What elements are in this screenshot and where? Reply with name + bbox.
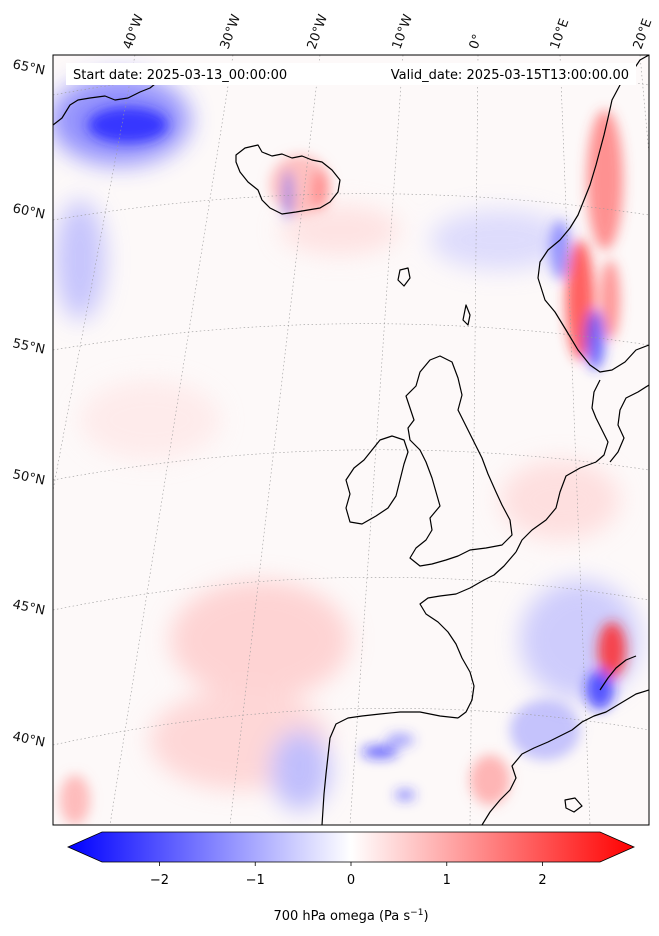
colorbar-gradient <box>67 831 635 863</box>
lon-label-30w: 30°W <box>218 12 244 51</box>
north-sea-continental-coast <box>515 461 597 553</box>
lon-label-20e: 20°E <box>631 17 656 52</box>
norway-coast <box>537 55 649 373</box>
lat-label-55n: 55°N <box>11 336 46 357</box>
latitude-labels: 65°N 60°N 55°N 50°N 45°N 40°N <box>11 57 46 750</box>
balearic-coast <box>564 797 583 813</box>
colorbar-tick-label: 1 <box>443 873 451 888</box>
sweden-coast <box>609 384 649 463</box>
start-date-label: Start date: 2025-03-13_00:00:00 <box>73 68 287 83</box>
colorbar-tick-label: 2 <box>538 873 546 888</box>
colorbar-label: 700 hPa omega (Pa s−1) <box>273 908 428 924</box>
colorbar-label-end: ) <box>423 909 428 924</box>
great-britain-coast <box>405 355 513 567</box>
lat-label-40n: 40°N <box>11 729 46 750</box>
colorbar-tick-label: −2 <box>150 873 169 888</box>
title-box <box>66 63 636 85</box>
meridian-20w <box>229 55 321 825</box>
greenland-coast <box>53 71 169 126</box>
coastlines <box>53 55 649 825</box>
colorbar: −2 −1 0 1 2 700 hPa omega (Pa s−1) <box>67 831 635 924</box>
lon-label-10w: 10°W <box>390 12 416 51</box>
meridian-10w <box>349 55 404 825</box>
ireland-coast <box>345 435 409 525</box>
omega-field <box>53 75 640 825</box>
denmark-coast <box>591 379 609 463</box>
colorbar-ticks: −2 −1 0 1 2 <box>150 862 547 888</box>
meridian-10e <box>559 55 591 825</box>
alpine-coast <box>599 655 637 691</box>
iberia-north-west-coast <box>321 711 459 825</box>
iceland-coast <box>235 144 341 215</box>
colorbar-tick-label: 0 <box>347 873 355 888</box>
longitude-labels: 40°W 30°W 20°W 10°W 0° 10°E 20°E <box>121 12 656 51</box>
lon-label-40w: 40°W <box>121 12 147 51</box>
lat-label-50n: 50°N <box>11 467 46 488</box>
lat-label-65n: 65°N <box>11 57 46 78</box>
lat-label-45n: 45°N <box>11 597 46 618</box>
parallel-45n <box>53 576 649 611</box>
map-panel: Start date: 2025-03-13_00:00:00 Valid_da… <box>52 54 650 826</box>
shetland-coast <box>462 304 471 326</box>
parallel-40n <box>53 707 649 746</box>
colorbar-label-superscript: −1 <box>410 908 423 918</box>
valid-date-label: Valid_date: 2025-03-15T13:00:00.00 <box>391 68 629 83</box>
parallel-60n <box>53 193 649 221</box>
lat-label-60n: 60°N <box>11 201 46 222</box>
lon-label-20w: 20°W <box>305 12 331 51</box>
map-frame <box>52 54 650 826</box>
mediterranean-coast <box>481 689 649 825</box>
faroe-coast <box>397 267 411 287</box>
parallel-50n <box>53 449 649 481</box>
parallel-55n <box>53 323 649 351</box>
france-atlantic-coast <box>419 551 517 719</box>
colorbar-label-main: 700 hPa omega (Pa s <box>273 909 410 924</box>
lon-label-0: 0° <box>467 32 486 51</box>
lon-label-10e: 10°E <box>548 17 573 52</box>
colorbar-tick-label: −1 <box>246 873 265 888</box>
meridian-0 <box>469 55 479 825</box>
